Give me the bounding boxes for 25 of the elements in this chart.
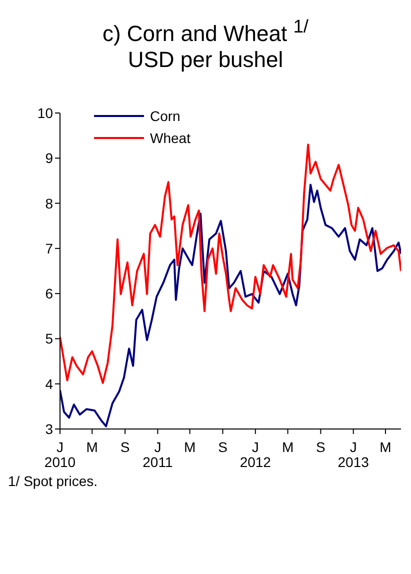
y-tick-label: 6 <box>45 286 54 302</box>
x-tick-label: M <box>86 439 98 456</box>
legend-label: Corn <box>150 107 180 126</box>
x-tick-label: J 2010 <box>44 439 76 470</box>
text: 1/ Spot prices. <box>8 473 98 490</box>
y-tick-label: 7 <box>45 240 54 257</box>
chart-title: c) Corn and Wheat $^{1/}$ <box>102 16 309 46</box>
chart-subtitle: USD per bushel <box>126 47 284 74</box>
y-tick-label: 8 <box>45 196 54 212</box>
y-tick-label: 4 <box>45 376 54 392</box>
x-tick-label: J 2012 <box>240 439 272 470</box>
y-tick-label: 5 <box>45 331 54 348</box>
x-tick-label: M <box>380 439 392 456</box>
x-tick-label: S <box>316 439 326 456</box>
x-tick-label: J 2011 <box>142 439 173 470</box>
x-tick-label: J 2013 <box>338 439 370 470</box>
line-series <box>60 144 401 384</box>
x-tick-label: M <box>282 439 294 456</box>
y-tick-label: 9 <box>45 150 54 166</box>
legend-label: Wheat <box>150 129 190 148</box>
x-tick-label: S <box>120 439 130 456</box>
x-tick-label: S <box>218 439 228 456</box>
x-tick-label: M <box>184 439 196 456</box>
y-tick-label: 3 <box>45 421 54 438</box>
y-tick-label: 10 <box>37 105 54 122</box>
